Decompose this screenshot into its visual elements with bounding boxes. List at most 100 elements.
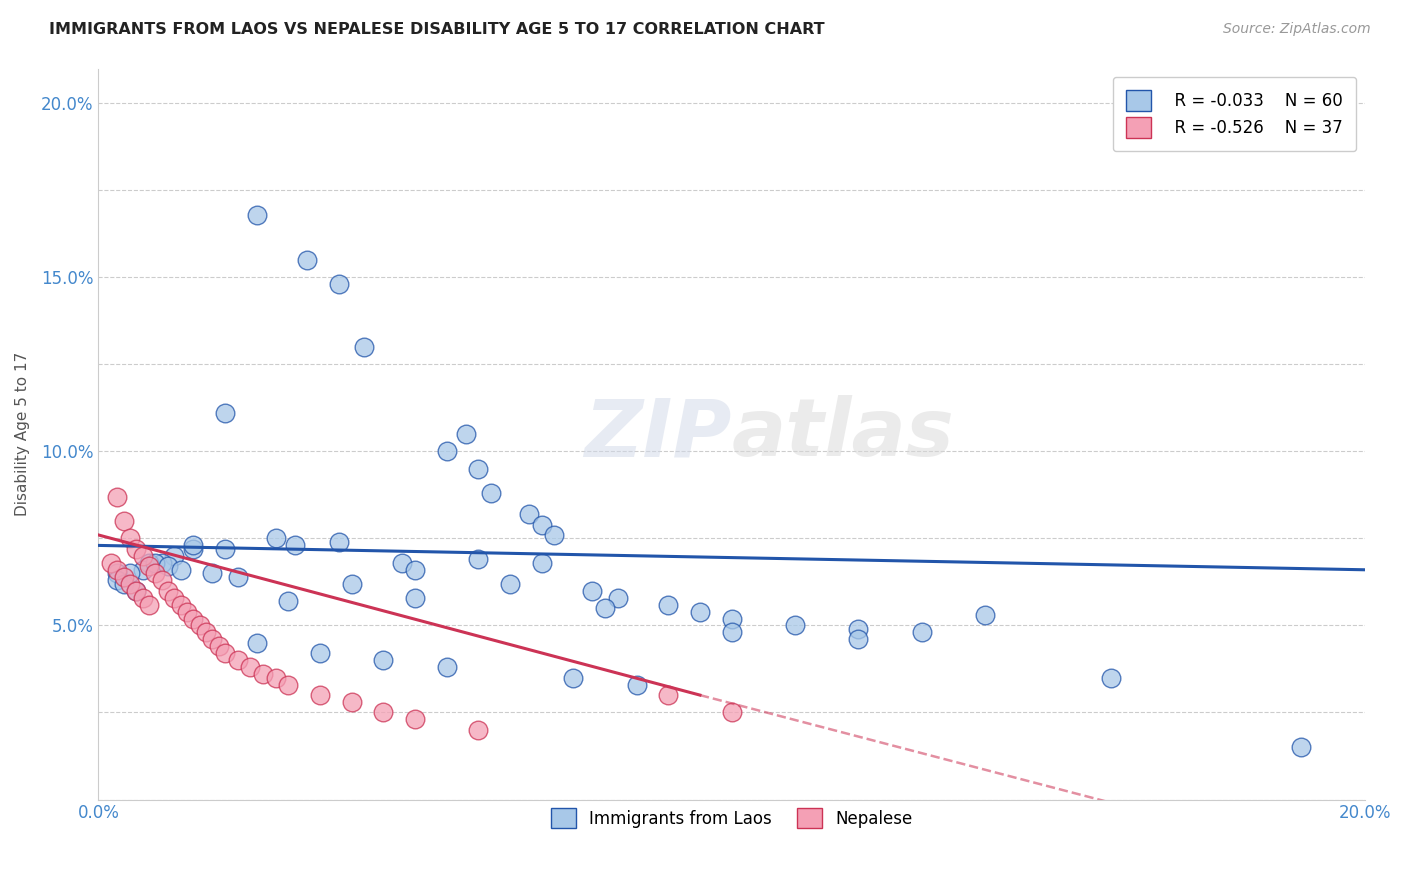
Point <box>100 556 122 570</box>
Point <box>783 618 806 632</box>
Point <box>436 444 458 458</box>
Point <box>183 538 205 552</box>
Point <box>264 671 287 685</box>
Point <box>239 660 262 674</box>
Point <box>170 563 193 577</box>
Text: atlas: atlas <box>731 395 955 473</box>
Point <box>145 556 167 570</box>
Point <box>277 594 299 608</box>
Point <box>284 538 307 552</box>
Point <box>183 541 205 556</box>
Point <box>309 688 332 702</box>
Point <box>499 576 522 591</box>
Point <box>112 570 135 584</box>
Point <box>1101 671 1123 685</box>
Point <box>910 625 932 640</box>
Point <box>246 208 269 222</box>
Point <box>373 653 395 667</box>
Point <box>657 688 679 702</box>
Point <box>530 556 553 570</box>
Point <box>107 490 129 504</box>
Point <box>593 601 616 615</box>
Point <box>107 563 129 577</box>
Text: ZIP: ZIP <box>585 395 731 473</box>
Point <box>454 427 477 442</box>
Point <box>125 583 148 598</box>
Point <box>353 340 375 354</box>
Point <box>846 622 869 636</box>
Point <box>112 514 135 528</box>
Point <box>157 559 180 574</box>
Point <box>138 559 160 574</box>
Point <box>720 611 742 625</box>
Point <box>138 556 160 570</box>
Point <box>252 667 274 681</box>
Point <box>720 706 742 720</box>
Point <box>132 591 155 605</box>
Point <box>214 541 236 556</box>
Point <box>1291 740 1313 755</box>
Legend: Immigrants from Laos, Nepalese: Immigrants from Laos, Nepalese <box>544 801 920 835</box>
Point <box>530 517 553 532</box>
Point <box>120 532 142 546</box>
Point <box>246 636 269 650</box>
Point <box>467 462 489 476</box>
Point <box>214 646 236 660</box>
Point <box>479 486 502 500</box>
Point <box>720 625 742 640</box>
Point <box>562 671 585 685</box>
Point <box>176 605 198 619</box>
Point <box>170 598 193 612</box>
Point <box>107 573 129 587</box>
Point <box>163 591 186 605</box>
Point <box>125 541 148 556</box>
Point <box>391 556 413 570</box>
Point <box>340 576 363 591</box>
Point <box>132 549 155 563</box>
Point <box>157 583 180 598</box>
Point <box>208 640 231 654</box>
Point <box>264 532 287 546</box>
Point <box>581 583 603 598</box>
Point <box>145 566 167 581</box>
Point <box>125 583 148 598</box>
Point <box>689 605 711 619</box>
Point <box>132 563 155 577</box>
Point <box>467 723 489 737</box>
Point <box>195 625 218 640</box>
Point <box>188 618 211 632</box>
Point <box>973 607 995 622</box>
Point <box>112 576 135 591</box>
Point <box>626 678 648 692</box>
Y-axis label: Disability Age 5 to 17: Disability Age 5 to 17 <box>15 352 30 516</box>
Point <box>277 678 299 692</box>
Point <box>297 252 319 267</box>
Point <box>436 660 458 674</box>
Point <box>107 566 129 581</box>
Point <box>373 706 395 720</box>
Point <box>150 556 173 570</box>
Text: Source: ZipAtlas.com: Source: ZipAtlas.com <box>1223 22 1371 37</box>
Point <box>467 552 489 566</box>
Point <box>404 563 426 577</box>
Point <box>657 598 679 612</box>
Point <box>226 570 249 584</box>
Point <box>150 573 173 587</box>
Point <box>183 611 205 625</box>
Point <box>226 653 249 667</box>
Point <box>214 406 236 420</box>
Text: IMMIGRANTS FROM LAOS VS NEPALESE DISABILITY AGE 5 TO 17 CORRELATION CHART: IMMIGRANTS FROM LAOS VS NEPALESE DISABIL… <box>49 22 825 37</box>
Point <box>404 713 426 727</box>
Point <box>328 535 350 549</box>
Point <box>201 632 224 647</box>
Point <box>138 598 160 612</box>
Point <box>201 566 224 581</box>
Point <box>846 632 869 647</box>
Point <box>120 576 142 591</box>
Point <box>404 591 426 605</box>
Point <box>340 695 363 709</box>
Point <box>517 507 540 521</box>
Point <box>309 646 332 660</box>
Point <box>606 591 628 605</box>
Point <box>163 549 186 563</box>
